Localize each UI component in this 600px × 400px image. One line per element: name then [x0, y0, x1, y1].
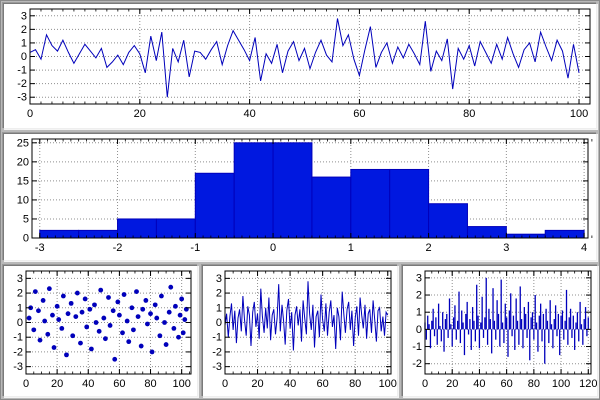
svg-text:20: 20: [134, 108, 146, 120]
svg-text:-2: -2: [212, 346, 222, 358]
svg-text:0: 0: [222, 378, 228, 390]
svg-text:0: 0: [216, 317, 222, 329]
svg-text:40: 40: [284, 378, 296, 390]
svg-text:80: 80: [144, 378, 156, 390]
svg-text:-2: -2: [412, 358, 422, 370]
timeseries-chart: 0 20 40 60 80 100 -3 -2-1 0 12 3: [17, 8, 591, 120]
svg-text:-1: -1: [212, 332, 222, 344]
svg-text:3: 3: [21, 10, 27, 22]
svg-text:1: 1: [17, 302, 23, 314]
svg-text:100: 100: [570, 108, 588, 120]
svg-text:80: 80: [528, 378, 540, 390]
svg-text:25: 25: [17, 137, 29, 149]
svg-text:100: 100: [172, 378, 190, 390]
svg-text:0: 0: [422, 378, 428, 390]
svg-text:3: 3: [17, 273, 23, 285]
svg-text:0: 0: [21, 51, 27, 63]
svg-text:20: 20: [446, 378, 458, 390]
svg-text:-3: -3: [13, 361, 23, 373]
svg-text:100: 100: [552, 378, 570, 390]
impulse-panel: 0 20 40 60 80 100 120 -2 -1 0 1 2 3: [402, 265, 598, 397]
svg-text:4: 4: [581, 242, 587, 254]
svg-text:0: 0: [23, 233, 29, 245]
timeseries-panel: 0 20 40 60 80 100 -3 -2 -1 0 1 2 3: [3, 3, 597, 129]
svg-text:40: 40: [473, 378, 485, 390]
svg-text:10: 10: [17, 194, 29, 206]
noise-line-panel: 0 20 40 60 80 100 -3 -2 -1 0 1 2 3: [202, 265, 398, 397]
histogram-panel: -3 -2 -1 0 1 2 3 4 0 5 10 15 20 25: [3, 133, 597, 261]
scatter-chart: 0 20 40 60 80 100 -3 -2 -1 0 1 2 3: [13, 270, 192, 390]
svg-text:2: 2: [426, 242, 432, 254]
svg-text:80: 80: [349, 378, 361, 390]
svg-text:0: 0: [17, 317, 23, 329]
svg-text:2: 2: [416, 290, 422, 302]
svg-text:60: 60: [501, 378, 513, 390]
svg-text:40: 40: [243, 108, 255, 120]
svg-text:100: 100: [379, 378, 397, 390]
svg-text:-3: -3: [212, 361, 222, 373]
svg-text:60: 60: [113, 378, 125, 390]
svg-text:1: 1: [216, 302, 222, 314]
svg-text:-1: -1: [412, 341, 422, 353]
svg-text:1: 1: [21, 37, 27, 49]
svg-text:2: 2: [21, 24, 27, 36]
svg-text:2: 2: [17, 288, 23, 300]
impulse-chart: 0 20 40 60 80 100 120 -2 -1 0 1 2 3: [412, 270, 597, 390]
svg-text:0: 0: [416, 324, 422, 336]
svg-text:-1: -1: [13, 332, 23, 344]
svg-text:60: 60: [317, 378, 329, 390]
svg-text:0: 0: [23, 378, 29, 390]
svg-text:-2: -2: [113, 242, 123, 254]
svg-text:3: 3: [503, 242, 509, 254]
svg-text:120: 120: [579, 378, 597, 390]
svg-text:20: 20: [251, 378, 263, 390]
svg-text:-2: -2: [17, 78, 27, 90]
svg-text:1: 1: [348, 242, 354, 254]
scatter-panel: 0 20 40 60 80 100 -3 -2 -1 0 1 2 3: [3, 265, 198, 397]
svg-text:20: 20: [51, 378, 63, 390]
noise-line-chart: 0 20 40 60 80 100 -3 -2 -1 0 1 2 3: [212, 270, 397, 390]
svg-text:-1: -1: [17, 65, 27, 77]
svg-text:40: 40: [82, 378, 94, 390]
svg-text:5: 5: [23, 213, 29, 225]
svg-text:-2: -2: [13, 346, 23, 358]
svg-text:3: 3: [216, 273, 222, 285]
svg-text:-3: -3: [35, 242, 45, 254]
svg-text:1: 1: [416, 307, 422, 319]
svg-text:2: 2: [216, 288, 222, 300]
svg-text:0: 0: [27, 108, 33, 120]
svg-text:60: 60: [353, 108, 365, 120]
svg-text:0: 0: [270, 242, 276, 254]
svg-text:3: 3: [416, 272, 422, 284]
histogram-chart: -3 -2 -1 0 1 2 3 4 0 5 10 15 20 25: [17, 137, 593, 254]
svg-text:15: 15: [17, 175, 29, 187]
svg-text:20: 20: [17, 156, 29, 168]
svg-text:80: 80: [463, 108, 475, 120]
svg-text:-3: -3: [17, 92, 27, 104]
svg-text:-1: -1: [190, 242, 200, 254]
